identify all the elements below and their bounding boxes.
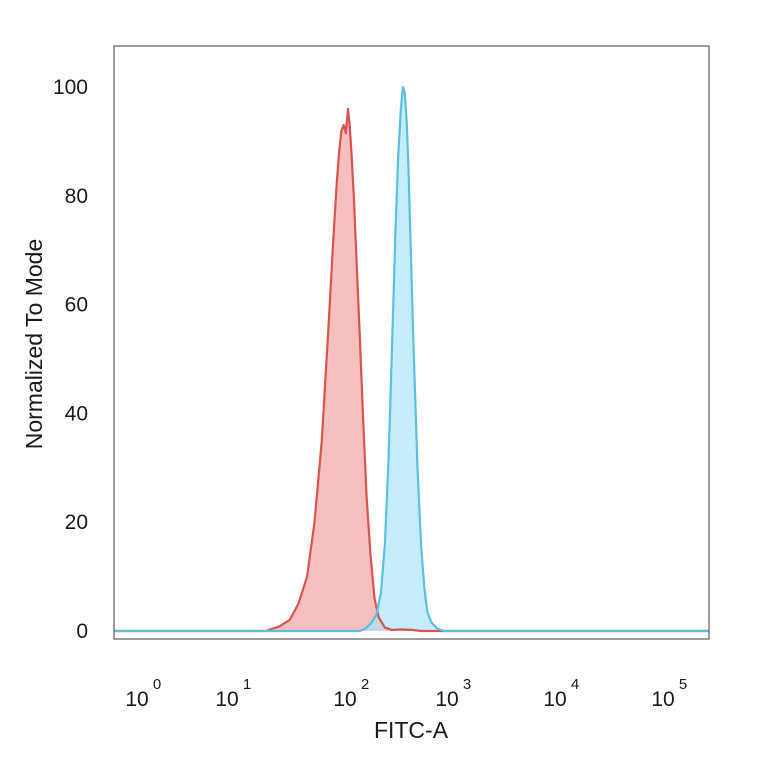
x-tick-exponent: 3 [463, 676, 471, 693]
series-2-line [114, 85, 709, 633]
x-tick-exponent: 5 [679, 676, 687, 693]
y-tick-label: 80 [65, 185, 88, 208]
x-tick-label: 10 [125, 688, 148, 711]
series-layer [114, 85, 709, 633]
y-tick-label: 100 [53, 76, 88, 99]
x-tick-exponent: 0 [153, 676, 161, 693]
x-tick-label: 10 [333, 688, 356, 711]
y-tick-label: 20 [65, 511, 88, 534]
y-tick-label: 40 [65, 402, 88, 425]
x-axis-ticks: 10 0 10 1 10 2 10 3 10 4 10 5 [125, 676, 687, 711]
x-tick-label: 10 [215, 688, 238, 711]
x-axis-label: FITC-A [374, 717, 449, 743]
x-tick-exponent: 1 [243, 676, 251, 693]
x-tick-label: 10 [435, 688, 458, 711]
x-tick-label: 10 [651, 688, 674, 711]
y-tick-label: 0 [76, 620, 88, 643]
series-2-area [359, 87, 444, 631]
y-axis-label: Normalized To Mode [21, 239, 47, 450]
series-1-line [114, 107, 709, 633]
plot-frame [113, 45, 710, 640]
series-1-area [265, 108, 421, 632]
x-tick-exponent: 2 [361, 676, 369, 693]
x-tick-exponent: 4 [571, 676, 579, 693]
y-tick-label: 60 [65, 294, 88, 317]
x-tick-label: 10 [543, 688, 566, 711]
y-axis-ticks: 0 20 40 60 80 100 [53, 76, 88, 643]
